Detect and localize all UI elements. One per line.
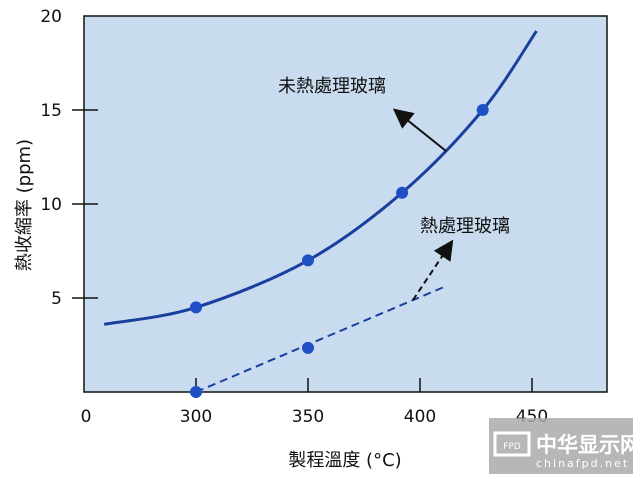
data-point	[302, 254, 314, 267]
data-point	[190, 301, 202, 314]
series-label-untreated: 未熱處理玻璃	[278, 76, 386, 97]
series-label-treated: 熱處理玻璃	[420, 216, 510, 237]
x-tick-label: 300	[180, 407, 212, 427]
data-point	[302, 341, 314, 354]
x-tick-label: 0	[81, 407, 92, 427]
x-tick-label: 400	[404, 407, 436, 427]
arrow-treated	[412, 239, 454, 301]
watermark: FPD 中华显示网 chinafpd.net	[489, 418, 640, 474]
x-tick-label: 350	[292, 407, 324, 427]
data-point	[396, 186, 409, 199]
y-tick-label: 20	[40, 7, 62, 27]
data-point	[476, 104, 489, 116]
watermark-subtext: chinafpd.net	[536, 457, 629, 470]
series-line-1	[195, 285, 446, 393]
y-axis-label: 熱收縮率 (ppm)	[14, 139, 35, 271]
watermark-text: 中华显示网	[536, 433, 640, 457]
y-tick-label: 10	[40, 195, 62, 215]
data-point	[190, 386, 202, 398]
y-tick-label: 15	[40, 101, 62, 121]
y-tick-label: 5	[51, 289, 62, 309]
watermark-logo: FPD	[503, 442, 521, 452]
arrow-untreated	[392, 108, 447, 152]
x-axis-label: 製程溫度 (°C)	[288, 450, 401, 471]
plot-area	[83, 15, 608, 393]
